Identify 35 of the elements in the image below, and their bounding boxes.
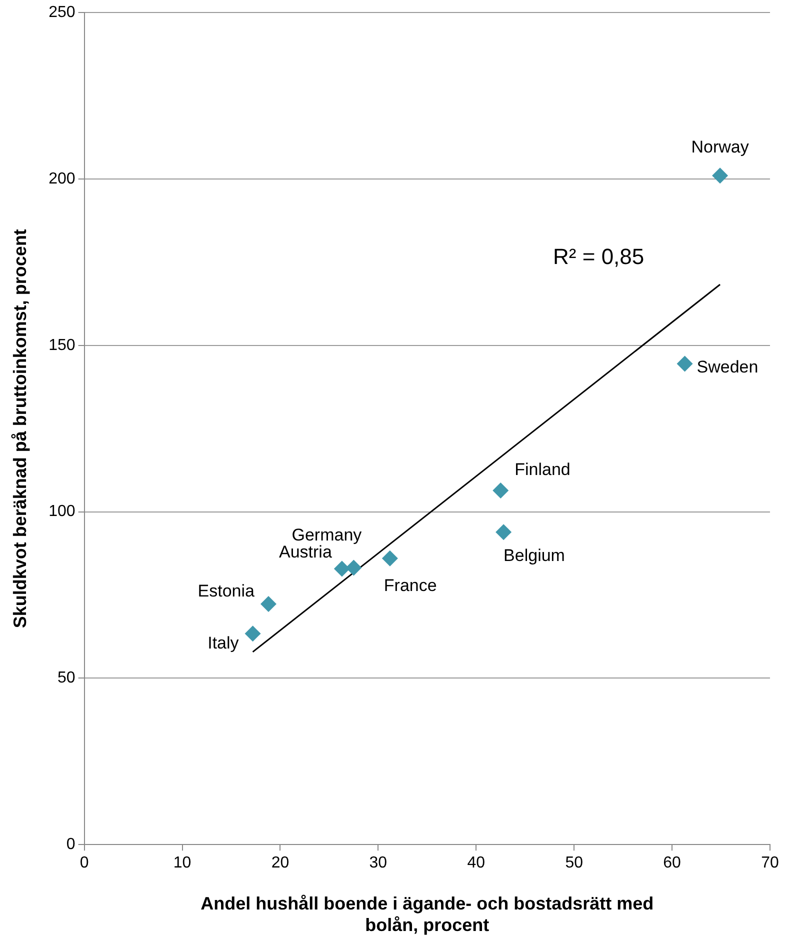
point: [260, 596, 276, 612]
point: [496, 524, 512, 540]
point: [334, 560, 350, 577]
x-tick-label: 60: [663, 854, 682, 872]
y-tick-label: 250: [48, 4, 76, 22]
data-label: Finland: [514, 460, 570, 480]
point: [676, 356, 693, 372]
data-label: Italy: [208, 633, 240, 652]
x-tick-label: 40: [467, 854, 486, 872]
x-tick-label: 0: [80, 854, 89, 872]
y-tick-label: 50: [58, 670, 76, 687]
y-tick-label: 200: [48, 170, 76, 188]
point: [712, 168, 728, 184]
point: [492, 482, 509, 498]
data-label: France: [384, 576, 437, 596]
y-axis-title: Skuldkvot beräknad på bruttoinkomst, procent: [10, 229, 30, 628]
x-tick-label: 20: [271, 854, 290, 872]
x-tick-label: 30: [369, 854, 388, 872]
x-tick-label: 70: [761, 854, 779, 872]
data-label: Estonia: [198, 582, 255, 601]
y-tick-label: 0: [66, 836, 76, 854]
data-label: Sweden: [696, 357, 758, 376]
point: [382, 550, 398, 566]
point: [244, 626, 261, 642]
point: [346, 560, 362, 576]
data-label: Austria: [279, 542, 332, 562]
y-tick-label: 100: [48, 503, 76, 520]
x-tick-label: 10: [173, 854, 192, 872]
x-axis-title: Andel hushåll boende i ägande- och bostadsrätt med bolån, procent: [200, 894, 654, 936]
x-tick-label: 50: [565, 854, 584, 872]
annotation: R² = 0,85: [553, 244, 644, 270]
y-tick-label: 150: [48, 336, 76, 354]
data-label: Belgium: [504, 546, 565, 565]
data-label: Norway: [691, 137, 750, 156]
data-label: Germany: [292, 525, 362, 544]
